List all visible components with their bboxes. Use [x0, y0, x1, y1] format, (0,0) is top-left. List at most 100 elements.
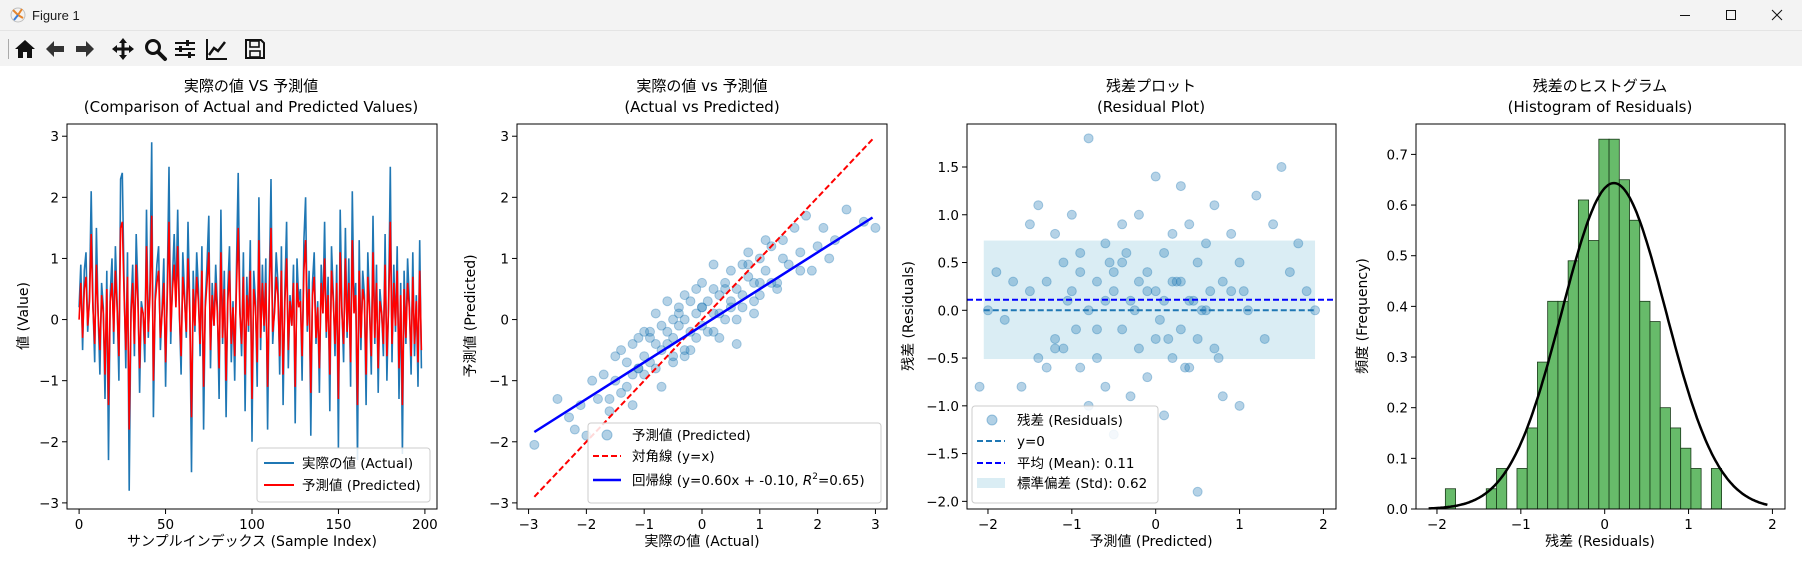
scatter-point: [720, 314, 731, 325]
scatter-point: [731, 339, 742, 349]
scatter-point: [639, 326, 650, 337]
scatter-point: [795, 265, 806, 276]
scatter-point: [616, 387, 627, 398]
y-tick-label: 0: [500, 313, 509, 329]
y-tick-label: −0.5: [926, 351, 959, 367]
x-tick-label: 3: [871, 517, 880, 533]
toolbar-grip: [8, 39, 9, 59]
residual-point: [974, 381, 985, 392]
residual-point: [1217, 391, 1228, 402]
back-button[interactable]: [42, 36, 68, 62]
scatter-point: [777, 235, 788, 246]
scatter-point: [691, 284, 702, 294]
scatter-point: [708, 326, 719, 337]
residual-point: [1058, 257, 1069, 268]
scatter-point: [621, 381, 632, 392]
y-tick-label: 3: [50, 129, 59, 145]
scatter-point: [754, 277, 765, 288]
residual-point: [1066, 286, 1077, 297]
panel-2-scatter-chart: 実際の値 vs 予測値 (Actual vs Predicted) −3 −2 −1…: [463, 77, 888, 550]
scatter-point: [772, 284, 783, 294]
figure-canvas[interactable]: 実際の値 VS 予測値 (Comparison of Actual and Pr…: [0, 67, 1802, 566]
panel-4-plot-area: [1428, 138, 1768, 510]
y-tick-label: 0: [50, 313, 59, 329]
residual-point: [1201, 238, 1212, 249]
scatter-point: [697, 302, 707, 313]
scatter-point: [679, 290, 690, 301]
pan-button[interactable]: [110, 36, 136, 62]
save-button[interactable]: [242, 36, 268, 62]
x-tick-label: −1: [1511, 517, 1531, 533]
x-tick-label: 2: [813, 517, 822, 533]
residual-point: [1226, 286, 1237, 297]
panel-3-axes-frame: [966, 123, 1337, 510]
scatter-point: [697, 302, 707, 313]
histogram-bar: [1690, 468, 1702, 510]
subplots-button[interactable]: [172, 36, 198, 62]
residual-point: [1050, 343, 1061, 354]
residual-point: [1159, 247, 1170, 258]
legend-residuals-label: 残差 (Residuals): [1017, 413, 1123, 429]
y-tick-label: 0.7: [1387, 147, 1408, 163]
scatter-point: [702, 296, 713, 307]
residual-point: [1234, 400, 1245, 411]
x-tick-label: 0: [1151, 517, 1160, 533]
residual-point: [1192, 333, 1203, 344]
scatter-point: [720, 277, 731, 288]
scatter-point: [679, 351, 690, 362]
scatter-point: [679, 345, 690, 356]
residual-point: [1058, 343, 1069, 354]
scatter-point: [564, 412, 575, 423]
x-tick-label: 1: [1684, 517, 1693, 533]
panel-4-title: 残差のヒストグラム: [1533, 77, 1668, 95]
minimize-icon: [1680, 15, 1690, 16]
scatter-point: [639, 351, 650, 362]
legend-diagonal-label: 対角線 (y=x): [632, 449, 715, 465]
minimize-button[interactable]: [1662, 0, 1708, 30]
magnifier-icon: [145, 39, 167, 61]
scatter-point: [662, 326, 673, 337]
scatter-point: [627, 400, 638, 411]
scatter-point: [592, 394, 603, 404]
residual-point: [1209, 200, 1220, 211]
residual-point: [1217, 276, 1228, 287]
legend-scatter-swatch: [601, 429, 613, 441]
y-tick-label: −3: [489, 496, 509, 512]
residual-point: [1104, 257, 1115, 268]
histogram-bar: [1618, 179, 1630, 510]
window-title: Figure 1: [32, 8, 80, 23]
panel-1-plot-area: [78, 142, 423, 491]
legend-zero-label: y=0: [1017, 434, 1045, 450]
y-tick-label: 2: [50, 190, 59, 206]
scatter-point: [662, 296, 673, 307]
floppy-disk-icon: [245, 39, 265, 59]
forward-button[interactable]: [72, 36, 98, 62]
y-tick-label: 3: [500, 129, 509, 145]
x-tick-label: 100: [239, 517, 265, 533]
home-button[interactable]: [12, 36, 38, 62]
scatter-point: [818, 222, 829, 233]
scatter-point: [697, 277, 707, 288]
scatter-point: [598, 369, 609, 380]
y-tick-label: 1: [500, 251, 509, 267]
scatter-point: [708, 259, 719, 270]
residual-point: [1150, 333, 1161, 344]
scatter-point: [616, 345, 627, 356]
panel-2-xlabel: 実際の値 (Actual): [644, 534, 759, 550]
x-tick-label: −2: [576, 517, 596, 533]
scatter-point: [656, 320, 667, 331]
axes-button[interactable]: [204, 36, 230, 62]
panel-3-plot-area: [967, 133, 1336, 497]
close-button[interactable]: [1754, 0, 1800, 30]
residual-point: [1163, 333, 1174, 344]
maximize-button[interactable]: [1708, 0, 1754, 30]
arrow-right-icon: [76, 41, 94, 57]
legend-actual-label: 実際の値 (Actual): [302, 456, 413, 472]
zoom-button[interactable]: [142, 36, 168, 62]
scatter-point: [714, 332, 725, 343]
residual-point: [1133, 276, 1144, 287]
histogram-bar: [1659, 407, 1671, 510]
normal-curve-line: [1428, 181, 1768, 510]
scatter-point: [668, 332, 679, 343]
panel-3-xlabel: 予測値 (Predicted): [1089, 534, 1212, 550]
